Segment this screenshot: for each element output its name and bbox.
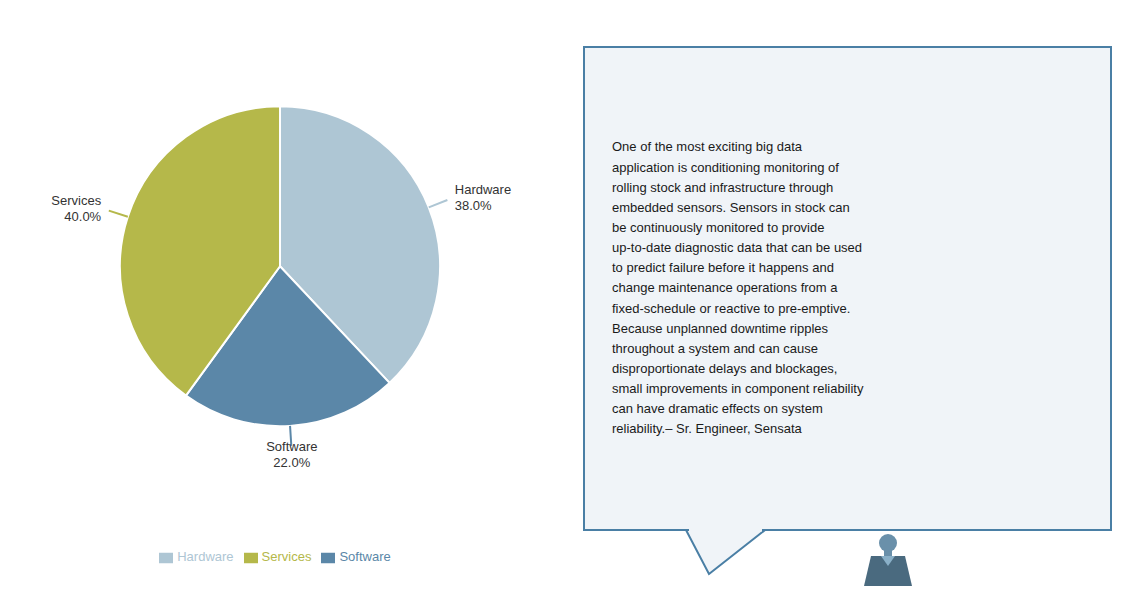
html-text:Services: Services bbox=[261, 549, 312, 565]
html-text:Hardware: Hardware bbox=[177, 549, 234, 565]
svg-text:Software22.0%: Software22.0% bbox=[266, 439, 317, 470]
svg-text:Services40.0%: Services40.0% bbox=[51, 193, 101, 224]
svg-text:Hardware38.0%: Hardware38.0% bbox=[455, 182, 511, 213]
html-text:One of the most exciting big d: One of the most exciting big data applic… bbox=[612, 139, 864, 437]
html-text:Software: Software bbox=[339, 549, 391, 565]
